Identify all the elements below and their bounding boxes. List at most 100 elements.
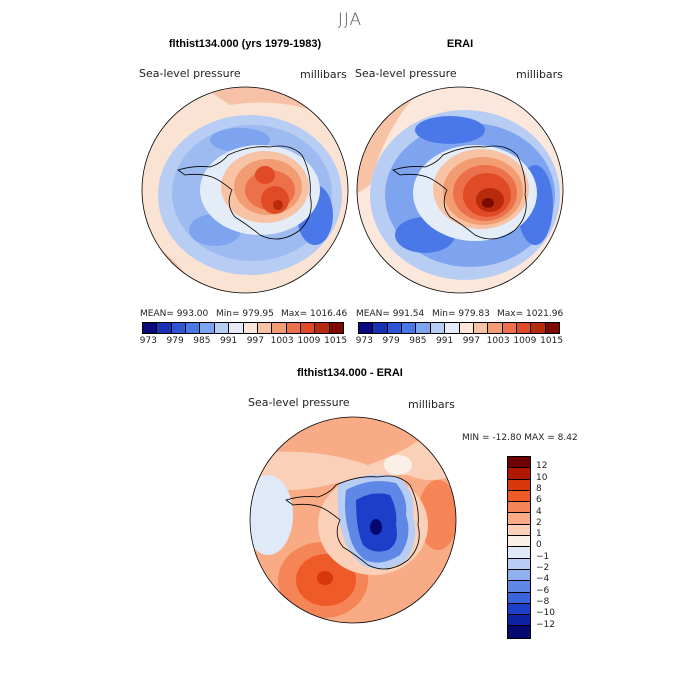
model-panel-title: flthist134.000 (yrs 1979-1983) <box>168 38 322 50</box>
diff-colorbar-swatch-3 <box>508 490 530 503</box>
model-min-stat: Min= 979.95 <box>216 309 274 319</box>
obs-colorbar-tick-0: 973 <box>355 336 373 346</box>
diff-colorbar-swatch-4 <box>508 502 530 514</box>
model-mean-stat: MEAN= 993.00 <box>140 309 209 319</box>
model-colorbar-swatch-8 <box>257 323 273 333</box>
model-colorbar-swatch-1 <box>157 323 172 333</box>
diff-minmax-stat: MIN = -12.80 MAX = 8.42 <box>462 433 578 443</box>
diff-colorbar-swatch-0 <box>508 457 530 469</box>
obs-colorbar-swatch-4 <box>416 323 431 333</box>
diff-colorbar-tick-3: 6 <box>536 495 542 506</box>
diff-colorbar-swatch-10 <box>508 569 530 582</box>
diff-antarctica-coastline <box>285 475 420 570</box>
obs-colorbar-tick-1: 979 <box>382 336 400 346</box>
model-colorbar-tick-2: 985 <box>193 336 211 346</box>
model-max-stat: Max= 1016.46 <box>281 309 348 319</box>
model-colorbar-swatch-10 <box>286 323 301 333</box>
model-colorbar-tick-1: 979 <box>166 336 184 346</box>
diff-colorbar-swatch-12 <box>508 592 530 604</box>
obs-colorbar <box>358 322 560 334</box>
model-colorbar-swatch-5 <box>214 323 230 333</box>
obs-colorbar-swatch-12 <box>531 323 546 333</box>
model-colorbar-tick-3: 991 <box>220 336 238 346</box>
obs-colorbar-swatch-0 <box>359 323 374 333</box>
obs-colorbar-tick-6: 1009 <box>513 336 537 346</box>
diff-positive-lobe-east <box>418 480 456 550</box>
obs-colorbar-tick-5: 1003 <box>486 336 510 346</box>
obs-min-stat: Min= 979.83 <box>432 309 490 319</box>
model-variable-label: Sea-level pressure <box>139 67 241 80</box>
obs-colorbar-swatch-10 <box>502 323 517 333</box>
model-antarctic-high-4 <box>261 186 289 214</box>
model-colorbar-swatch-13 <box>329 323 344 333</box>
model-colorbar-swatch-3 <box>186 323 201 333</box>
model-antarctic-high-core <box>273 200 283 210</box>
model-colorbar-tick-6: 1009 <box>297 336 321 346</box>
obs-colorbar-tick-4: 997 <box>462 336 480 346</box>
model-antarctica-coastline <box>177 145 312 240</box>
model-colorbar <box>142 322 344 334</box>
obs-panel-title: ERAI <box>446 38 474 50</box>
model-colorbar-swatch-7 <box>243 323 258 333</box>
diff-colorbar-swatch-2 <box>508 479 530 491</box>
obs-colorbar-ticks: 973 979 985 991 997 1003 1009 1015 <box>351 336 565 346</box>
obs-mean-stat: MEAN= 991.54 <box>356 309 425 319</box>
diff-colorbar-tick-0: 12 <box>536 461 548 472</box>
obs-antarctica-coastline <box>392 145 527 240</box>
diff-polar-map <box>249 416 457 624</box>
obs-colorbar-swatch-5 <box>430 323 446 333</box>
model-colorbar-tick-7: 1015 <box>324 336 348 346</box>
obs-max-stat: Max= 1021.96 <box>497 309 564 319</box>
obs-colorbar-tick-2: 985 <box>409 336 427 346</box>
model-polar-map <box>141 86 349 294</box>
diff-colorbar-swatch-1 <box>508 468 530 480</box>
diff-colorbar-swatch-14 <box>508 615 530 627</box>
season-title: JJA <box>337 10 363 30</box>
diff-colorbar-tick-11: −6 <box>536 585 550 596</box>
obs-antarctic-high-core <box>482 198 494 208</box>
model-colorbar-swatch-2 <box>171 323 187 333</box>
obs-variable-label: Sea-level pressure <box>355 67 457 80</box>
obs-colorbar-swatch-11 <box>516 323 532 333</box>
diff-colorbar-swatch-9 <box>508 558 530 570</box>
obs-colorbar-swatch-2 <box>387 323 403 333</box>
diff-colorbar-swatch-6 <box>508 524 530 537</box>
diff-colorbar-swatch-15 <box>508 626 530 638</box>
diff-variable-label: Sea-level pressure <box>248 396 350 409</box>
diff-neutral-patch-north <box>384 455 412 475</box>
obs-colorbar-swatch-1 <box>373 323 388 333</box>
model-map-boundary <box>141 86 349 294</box>
diff-colorbar-swatch-5 <box>508 513 530 525</box>
obs-colorbar-swatch-6 <box>445 323 460 333</box>
model-colorbar-swatch-0 <box>143 323 158 333</box>
diff-colorbar-swatch-7 <box>508 536 530 548</box>
obs-colorbar-swatch-9 <box>488 323 503 333</box>
diff-colorbar-tick-13: −10 <box>536 608 555 619</box>
model-colorbar-swatch-6 <box>229 323 244 333</box>
obs-colorbar-tick-3: 991 <box>436 336 454 346</box>
obs-units-label: millibars <box>516 68 563 81</box>
diff-colorbar-tick-4: 4 <box>536 506 542 517</box>
obs-colorbar-swatch-7 <box>459 323 474 333</box>
diff-colorbar-ticks: 12 10 8 6 4 2 1 0 −1 −2 −4 −6 −8 −10 −12 <box>536 456 576 629</box>
diff-map-boundary <box>249 416 457 624</box>
model-colorbar-tick-4: 997 <box>246 336 264 346</box>
obs-colorbar-swatch-3 <box>402 323 417 333</box>
model-colorbar-tick-5: 1003 <box>270 336 294 346</box>
model-colorbar-swatch-4 <box>200 323 215 333</box>
diff-colorbar-tick-10: −4 <box>536 574 550 585</box>
diff-colorbar-tick-7: 0 <box>536 540 542 551</box>
model-colorbar-swatch-12 <box>315 323 330 333</box>
model-colorbar-swatch-11 <box>300 323 316 333</box>
diff-units-label: millibars <box>408 398 455 411</box>
obs-map-boundary <box>356 86 564 294</box>
diff-colorbar-tick-1: 10 <box>536 472 548 483</box>
model-antarctic-high-5 <box>255 166 275 184</box>
diff-colorbar-tick-6: 1 <box>536 529 542 540</box>
diff-negative-min <box>370 519 382 535</box>
obs-colorbar-tick-7: 1015 <box>540 336 564 346</box>
diff-colorbar-tick-8: −1 <box>536 551 550 562</box>
model-colorbar-tick-0: 973 <box>139 336 157 346</box>
diff-panel-title: flthist134.000 - ERAI <box>297 367 403 379</box>
diff-colorbar <box>507 456 531 639</box>
